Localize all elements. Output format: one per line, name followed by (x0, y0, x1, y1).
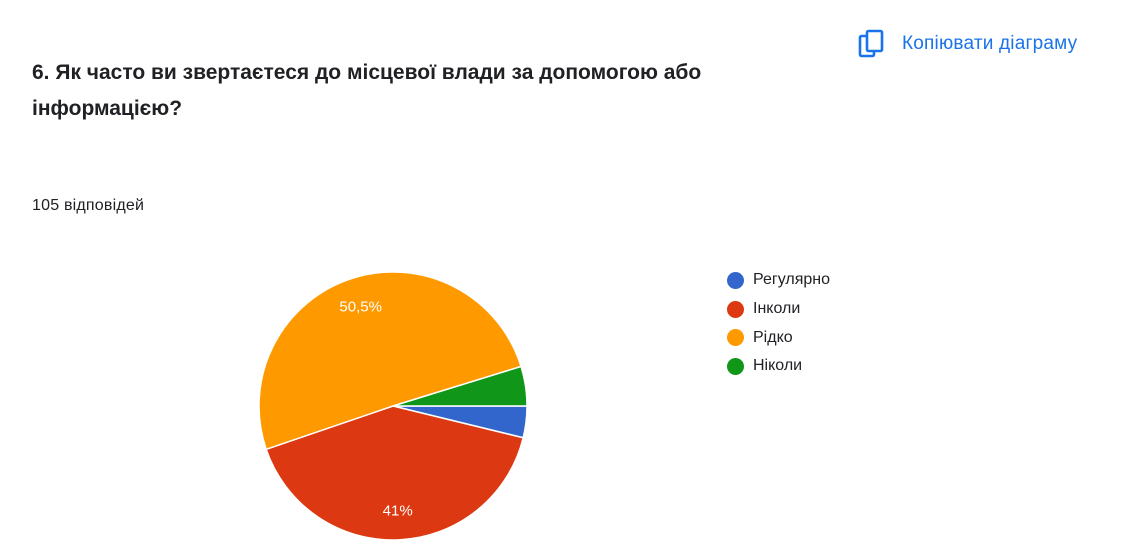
pie-slice-label: 50,5% (339, 299, 382, 316)
copy-icon (858, 29, 886, 59)
legend-label: Ніколи (753, 357, 803, 375)
pie-slice-4[interactable] (392, 365, 528, 407)
legend-item[interactable]: Рідко (727, 323, 830, 352)
legend-swatch (727, 357, 744, 375)
legend-item[interactable]: Інколи (727, 295, 830, 324)
question-title: 6. Як часто ви звертаєтеся до місцевої в… (32, 61, 702, 120)
legend-swatch (727, 271, 744, 289)
response-count: 105 відповідей (32, 197, 145, 214)
pie-slice-label: 41% (383, 502, 413, 519)
legend-item[interactable]: Ніколи (727, 352, 830, 381)
pie-slice-2[interactable] (265, 405, 525, 541)
copy-chart-button[interactable]: Копіювати діаграму (850, 24, 1085, 64)
legend-swatch (727, 300, 744, 318)
legend-swatch (727, 329, 744, 347)
legend-label: Інколи (753, 300, 801, 318)
legend-label: Рідко (753, 328, 793, 346)
copy-chart-label: Копіювати діаграму (902, 33, 1078, 54)
pie-slice-3[interactable] (258, 271, 522, 451)
legend-label: Регулярно (753, 271, 830, 289)
chart-legend: Регулярно Інколи Рідко Ніколи (727, 266, 830, 381)
legend-item[interactable]: Регулярно (727, 266, 830, 295)
